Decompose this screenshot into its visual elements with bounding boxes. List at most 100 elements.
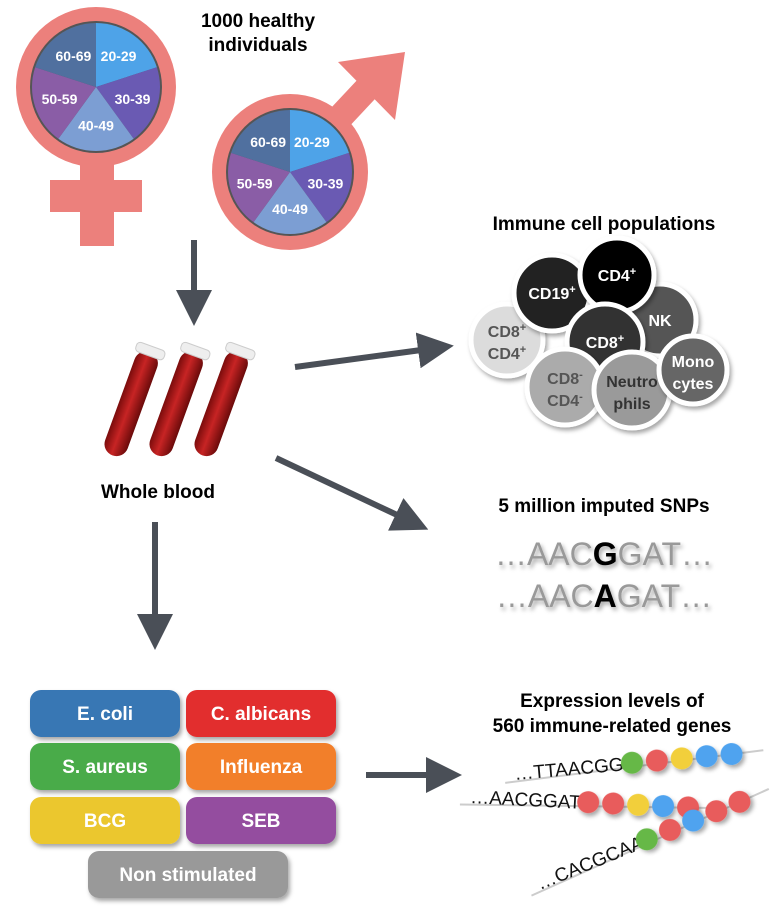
gene-sequence-row: …AACGGAT: [459, 787, 721, 819]
pie-slice-60-69: [35, 23, 96, 87]
cell-cd4: CD4+: [577, 235, 657, 315]
male-arrow-head: [338, 52, 405, 120]
stimulus-box: [30, 743, 180, 790]
snp-row: …AACGGAT…: [495, 536, 713, 572]
cell-label: Mono: [672, 354, 715, 371]
blood-tubes: [104, 341, 256, 457]
cell-label: CD8+: [488, 322, 526, 341]
pie-slice-30-39: [96, 67, 161, 139]
gene-sequence: …TTAACGG: [514, 755, 625, 785]
age-group-label: 30-39: [307, 175, 343, 191]
pie-slice-60-69: [231, 110, 290, 172]
gene-sequence: …AACGGAT: [470, 787, 582, 814]
stimulus-label: BCG: [84, 811, 126, 832]
age-group-label: 40-49: [78, 117, 114, 133]
snps-title: 5 million imputed SNPs: [498, 496, 709, 517]
age-group-label: 30-39: [115, 91, 151, 107]
stimulus-bcg: BCG: [30, 797, 180, 844]
cohort-title-line1: 1000 healthy: [201, 11, 315, 32]
expression-bead: [695, 745, 718, 768]
male-symbol: 20-29 30-39 40-49 50-59 60-69: [212, 52, 405, 250]
expression-bead: [658, 818, 681, 841]
arrow-blood-to-snps: [274, 455, 429, 531]
pie-slice-40-49: [253, 172, 327, 235]
pie-slice-20-29: [290, 110, 349, 172]
expression-bead: [577, 791, 600, 814]
cell-circle: [656, 333, 730, 407]
stimulus-box: [30, 690, 180, 737]
male-age-pie: 20-29 30-39 40-49 50-59 60-69: [226, 108, 354, 236]
cell-label: NK: [648, 313, 672, 330]
pie-slice-50-59: [228, 152, 290, 223]
cell-label: CD4+: [488, 344, 526, 363]
flow-arrows: [137, 240, 462, 793]
cell-label: CD4+: [598, 266, 636, 285]
arrow-blood-to-cells: [294, 332, 454, 370]
cell-label: cytes: [673, 376, 714, 393]
immune-cell-cluster: CD8+CD4+CD19+NKCD4+CD8+CD8-CD4-Neutrophi…: [468, 235, 730, 431]
age-group-label: 50-59: [42, 91, 78, 107]
cell-neutrophils: Neutro phils: [591, 349, 673, 431]
stimulus-label: Non stimulated: [119, 865, 256, 886]
age-group-label: 60-69: [250, 134, 286, 150]
cells-title: Immune cell populations: [493, 214, 716, 235]
expression-bead: [620, 751, 643, 774]
expression-bead: [635, 828, 658, 851]
whole-blood-label: Whole blood: [101, 482, 215, 503]
stimulus-influenza: Influenza: [186, 743, 336, 790]
female-cross-horizontal: [50, 180, 142, 212]
stimulus-box: [186, 690, 336, 737]
stimulus-c-albicans: C. albicans: [186, 690, 336, 737]
expression-bead: [705, 800, 728, 823]
expression-bead: [682, 809, 705, 832]
stimulus-label: E. coli: [77, 704, 133, 725]
stimulus-label: S. aureus: [62, 757, 148, 778]
age-group-label: 20-29: [101, 48, 137, 64]
stimulus-seb: SEB: [186, 797, 336, 844]
cell-label: Neutro: [606, 374, 658, 391]
cell-monocytes: Mono cytes: [656, 333, 730, 407]
blood-tube-icon: [194, 341, 256, 457]
gene-sequence-row: …TTAACGG: [505, 743, 764, 785]
snp-row: …AACAGAT…: [496, 578, 712, 614]
expression-bead: [652, 795, 675, 818]
cohort-title-line2: individuals: [208, 35, 307, 56]
stimulus-box: [88, 851, 288, 898]
expression-bead: [670, 747, 693, 770]
stimulus-non-stimulated: Non stimulated: [88, 851, 288, 898]
expression-bead: [602, 792, 625, 815]
cell-label: CD19+: [528, 284, 575, 303]
age-group-label: 60-69: [56, 48, 92, 64]
gene-sequence: …CACGCAA: [534, 833, 647, 895]
expression-beads: …TTAACGG…AACGGAT …CACGCAA: [459, 743, 770, 897]
blood-tube-icon: [149, 341, 211, 457]
stimulus-box: [186, 743, 336, 790]
age-group-label: 40-49: [272, 201, 308, 217]
expression-bead: [728, 790, 751, 813]
expression-bead: [627, 793, 650, 816]
cell-cd19: CD19+: [511, 252, 593, 334]
stimulus-box: [186, 797, 336, 844]
age-group-label: 20-29: [294, 134, 330, 150]
stimulus-label: Influenza: [220, 757, 303, 778]
cell-label: CD4-: [547, 391, 583, 410]
cell-cd8cd4: CD8- CD4-: [524, 346, 606, 428]
expression-bead: [645, 749, 668, 772]
cell-label: CD8+: [586, 333, 624, 352]
pie-slice-50-59: [32, 67, 96, 139]
stimulus-e-coli: E. coli: [30, 690, 180, 737]
stimulus-box: [30, 797, 180, 844]
cell-label: CD8-: [547, 369, 583, 388]
stimulus-label: C. albicans: [211, 704, 311, 725]
stimulation-conditions: E. coli C. albicans S. aureus Influenza BCG S…: [30, 690, 336, 898]
age-group-label: 50-59: [237, 175, 273, 191]
stimulus-s-aureus: S. aureus: [30, 743, 180, 790]
expression-title-line2: 560 immune-related genes: [493, 716, 732, 737]
pie-slice-40-49: [58, 87, 134, 151]
pie-slice-20-29: [96, 23, 157, 87]
blood-tube-icon: [104, 341, 166, 457]
expression-title-line1: Expression levels of: [520, 691, 704, 712]
